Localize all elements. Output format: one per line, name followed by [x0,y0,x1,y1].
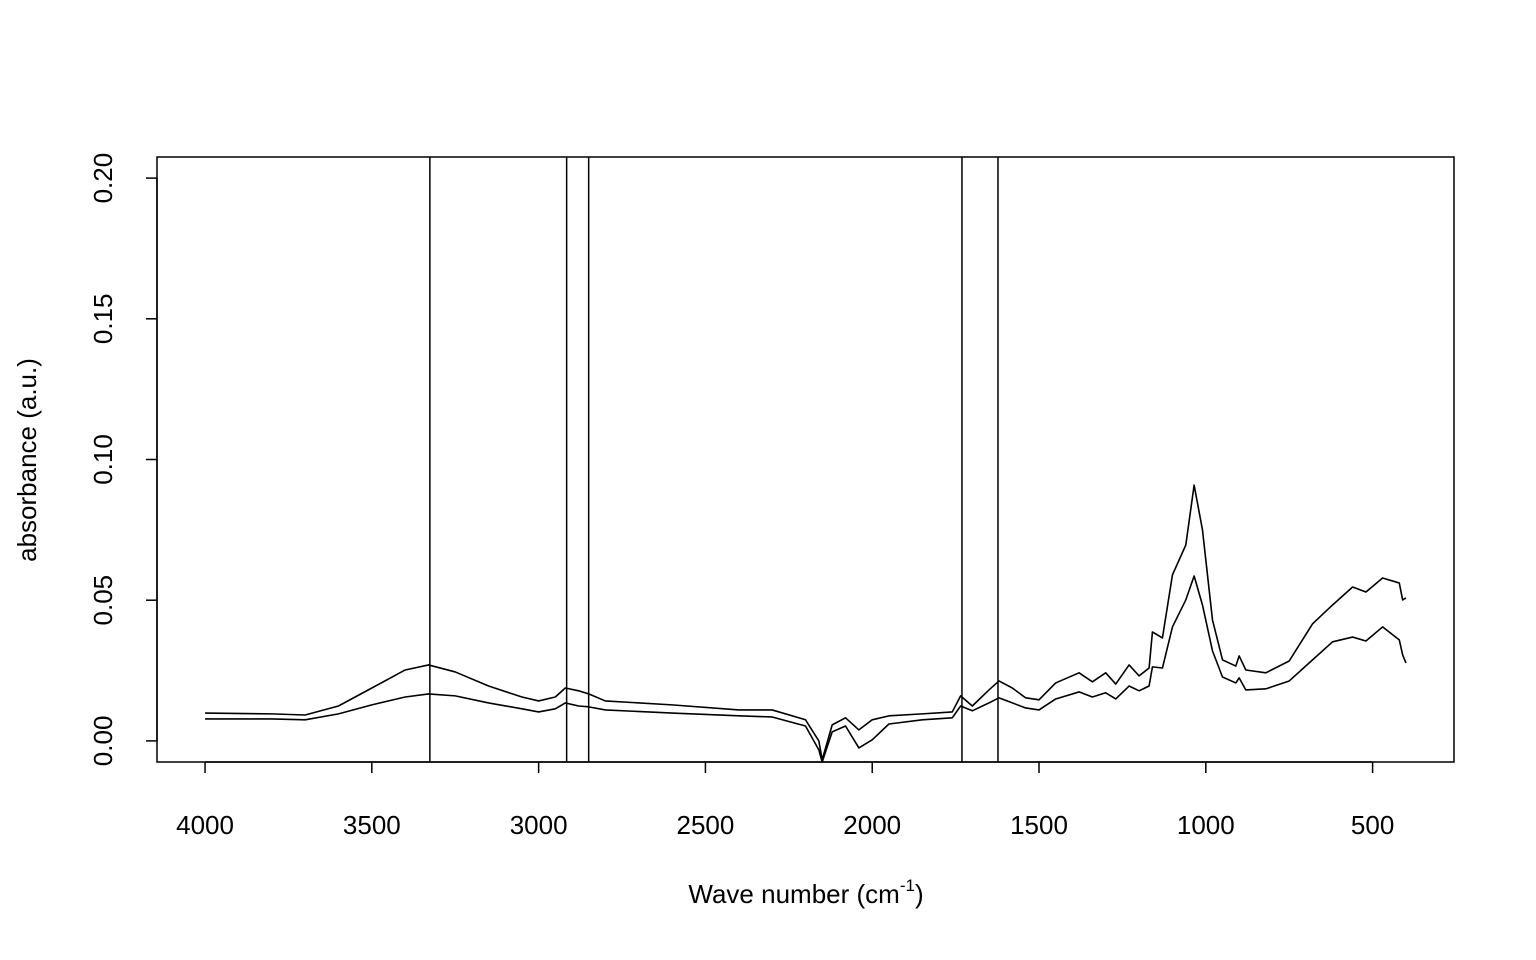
x-tick-label: 3500 [343,810,401,840]
y-axis-label: absorbance (a.u.) [12,358,42,562]
spectrum-line [205,484,1407,761]
x-label-superscript: -1 [900,876,915,895]
x-tick-label: 1500 [1010,810,1068,840]
x-tick-label: 1000 [1177,810,1235,840]
y-tick-label: 0.15 [88,293,118,344]
x-tick-label: 500 [1351,810,1394,840]
y-tick-label: 0.10 [88,434,118,485]
x-tick-label: 3000 [510,810,568,840]
x-tick-label: 2000 [843,810,901,840]
spectrum-line [205,575,1407,763]
x-label-suffix: ) [915,879,924,909]
y-tick-label: 0.05 [88,575,118,626]
x-tick-label: 4000 [176,810,234,840]
y-tick-label: 0.20 [88,153,118,204]
x-label-text: Wave number (cm [688,879,899,909]
x-axis-label: Wave number (cm-1) [688,876,923,909]
y-tick-label: 0.00 [88,716,118,767]
x-tick-label: 2500 [677,810,735,840]
